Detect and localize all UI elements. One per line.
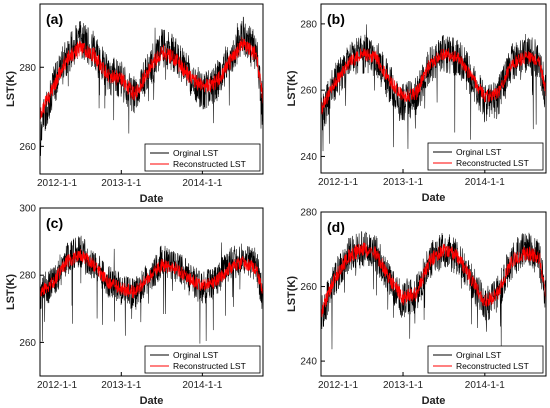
y-axis-label: LST(K) [286,70,298,106]
x-tick-label: 2014-1-1 [465,177,505,188]
y-tick-label: 280 [300,208,317,219]
chart-panel-a: 260 280 2012-1-1 2013-1-1 2014-1-1 Date LST(K)… [5,3,264,205]
legend-entry: Orginal LST [456,350,501,360]
series-line-original [40,16,263,156]
x-axis-label: Date [422,395,446,407]
y-tick-label: 240 [300,152,317,163]
x-axis-label: Date [140,395,164,407]
plot-frame [39,3,264,175]
chart-panel-c: 260 280 300 2012-1-1 2013-1-1 2014-1-1 Date LST… [5,204,264,407]
y-tick-label: 280 [300,19,317,30]
legend-entry: Reconstructed LST [173,159,246,169]
x-tick-label: 2012-1-1 [37,178,77,189]
x-tick-label: 2012-1-1 [318,177,358,188]
plot-frame [320,3,547,174]
y-tick-label: 260 [300,86,317,97]
legend-entry: Reconstructed LST [173,361,246,371]
x-tick-label: 2014-1-1 [182,178,222,189]
y-tick-label: 260 [300,282,317,293]
legend-box [144,345,261,374]
x-axis-label: Date [422,192,446,204]
series-line-reconstructed [40,36,263,120]
legend-box [427,142,544,171]
y-axis-label: LST(K) [5,274,17,310]
legend-box [144,143,261,172]
panel-label: (c) [46,215,63,231]
legend-entry: Reconstructed LST [456,361,529,371]
x-tick-label: 2012-1-1 [37,380,77,391]
series-line-reconstructed [321,47,546,117]
series-line-original [40,235,263,344]
y-tick-label: 300 [19,204,36,215]
series-line-reconstructed [321,242,546,318]
chart-panel-b: 240 260 280 2012-1-1 2013-1-1 2014-1-1 Date LST… [286,3,547,204]
y-tick-label: 260 [19,338,36,349]
legend-box [427,345,544,374]
series-line-reconstructed [40,248,263,299]
x-tick-label: 2013-1-1 [101,178,141,189]
x-tick-label: 2012-1-1 [318,380,358,391]
y-tick-label: 260 [19,142,36,153]
series-line-original [321,24,546,152]
plot-frame [320,211,547,377]
chart-panel-d: 240 260 280 2012-1-1 2013-1-1 2014-1-1 Date LST… [286,208,547,407]
x-tick-label: 2013-1-1 [383,380,423,391]
x-tick-label: 2014-1-1 [465,380,505,391]
x-axis-label: Date [140,193,164,205]
y-tick-label: 280 [19,271,36,282]
legend-entry: Orginal LST [173,148,218,158]
panel-label: (b) [327,11,345,27]
y-tick-label: 240 [300,357,317,368]
x-tick-label: 2013-1-1 [383,177,423,188]
legend-entry: Reconstructed LST [456,158,529,168]
x-tick-label: 2013-1-1 [101,380,141,391]
plot-frame [39,207,264,377]
y-axis-label: LST(K) [286,276,298,312]
y-axis-label: LST(K) [5,71,17,107]
panel-label: (a) [46,11,63,27]
legend-entry: Orginal LST [456,147,501,157]
x-tick-label: 2014-1-1 [182,380,222,391]
panel-label: (d) [327,219,345,235]
y-tick-label: 280 [19,63,36,74]
legend-entry: Orginal LST [173,350,218,360]
